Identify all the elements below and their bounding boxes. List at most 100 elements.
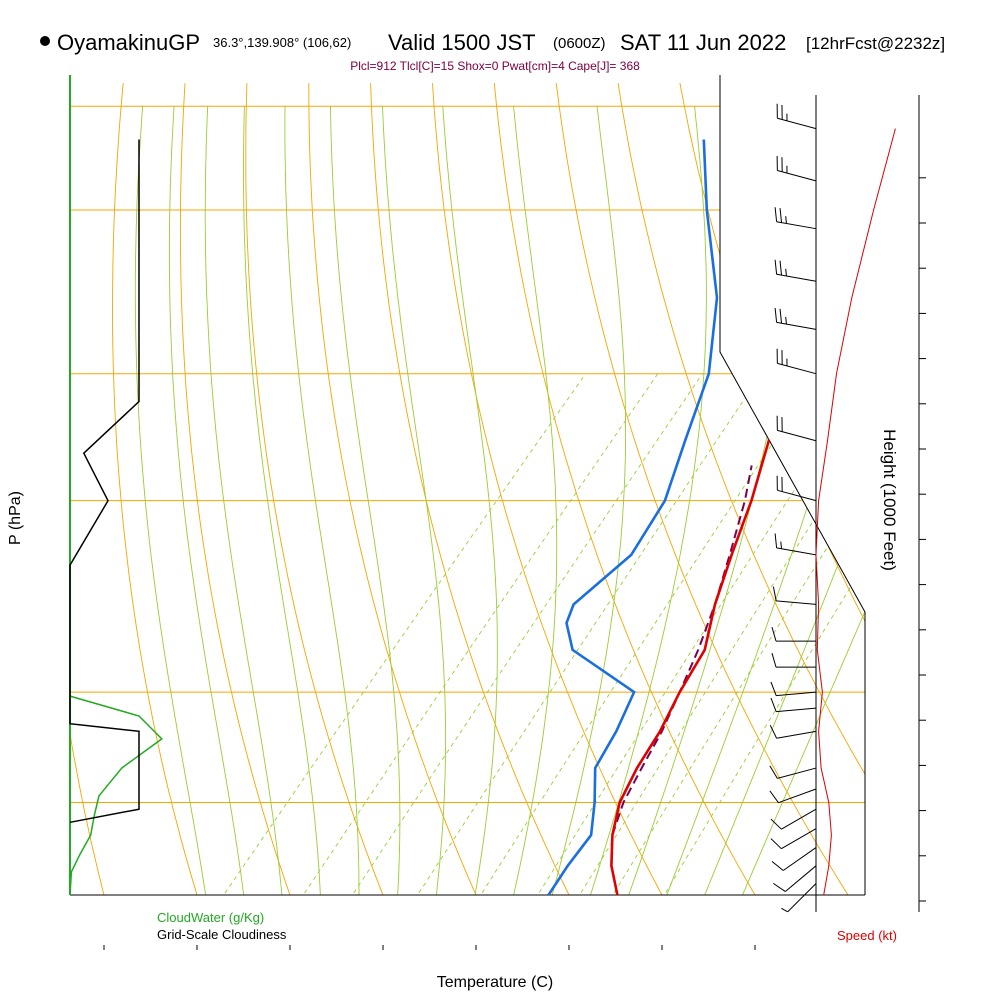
dry-adiabat-line: [42, 83, 111, 923]
moist-adiabat-line: [135, 106, 210, 923]
moist-adiabat-line: [507, 106, 556, 923]
wind-barb-staff: [777, 731, 816, 738]
wind-barb: [772, 848, 816, 871]
cloudiness-line: [70, 140, 139, 823]
wind-barb-half-feather: [786, 269, 787, 276]
wind-barb-half-feather: [781, 542, 782, 549]
moist-adiabat-line: [443, 106, 498, 923]
wind-barb: [770, 789, 816, 803]
wind-barb: [770, 725, 816, 738]
mixing-ratio-line: [474, 374, 819, 907]
wind-barb: [777, 416, 816, 441]
wind-barb-staff: [776, 601, 816, 604]
dewpoint-line: [549, 140, 718, 896]
wind-panel: [770, 95, 926, 912]
wind-barb-feather: [772, 627, 776, 641]
moist-adiabat-line: [285, 106, 359, 923]
station-coords: 36.3°,139.908° (106,62): [213, 35, 351, 50]
dry-adiabat-line: [113, 83, 206, 923]
surface-dewpoint-point: [559, 895, 567, 903]
dry-adiabat-line: [618, 83, 960, 923]
plot-outline: [70, 75, 865, 895]
wind-barb: [775, 533, 816, 554]
wind-barb-feather: [780, 261, 782, 275]
wind-barb: [771, 682, 816, 696]
dry-adiabat-line: [927, 83, 1000, 923]
mixing-ratio-line: [345, 374, 703, 907]
moist-adiabat-line: [693, 106, 998, 923]
chart-grid: [0, 83, 1000, 923]
forecast-date: SAT 11 Jun 2022: [620, 30, 786, 55]
wind-barb-half-feather: [786, 216, 787, 223]
wind-barb-half-feather: [786, 317, 787, 324]
outline-right-edge: [720, 75, 865, 895]
moist-adiabat-line: [383, 106, 446, 923]
axes: [104, 945, 755, 950]
wind-barb-feather: [773, 883, 785, 891]
station-name: OyamakinuGP: [57, 30, 200, 55]
x-axis-title: Temperature (C): [437, 974, 553, 991]
wind-barb: [777, 476, 816, 501]
moist-adiabat-line: [582, 106, 707, 923]
dry-adiabat-line: [494, 83, 771, 923]
dry-adiabat-line: [680, 83, 1000, 923]
dry-adiabat-line: [556, 83, 866, 923]
wind-barb-feather: [780, 208, 782, 222]
moist-adiabat-line: [331, 106, 400, 923]
height-axis-title: Height (1000 Feet): [880, 429, 899, 571]
wind-barb-staff: [777, 118, 816, 128]
moist-adiabat-line: [244, 106, 322, 923]
wind-barb-feather: [775, 533, 777, 547]
mixing-ratio-line: [296, 374, 658, 907]
wind-barb: [775, 207, 816, 228]
cloud-panel: [70, 140, 162, 896]
wind-barb-feather: [775, 260, 777, 274]
dry-adiabat-line: [371, 83, 583, 923]
valid-time: Valid 1500 JST: [388, 30, 536, 55]
wind-barb-feather: [780, 309, 782, 323]
cloudiness-label: Grid-Scale Cloudiness: [157, 927, 287, 942]
surface-temperature-point: [613, 895, 621, 903]
wind-barb-feather: [771, 698, 776, 712]
wind-barb-staff: [777, 548, 816, 555]
wind-barb: [775, 308, 816, 329]
wind-barb: [777, 156, 816, 181]
wind-barb-staff: [776, 708, 816, 711]
moist-adiabat-line: [545, 106, 626, 923]
dry-adiabat-line: [989, 83, 1000, 923]
wind-barb-feather: [771, 839, 781, 849]
forecast-run: [12hrFcst@2232z]: [806, 34, 945, 53]
moist-adiabat-line: [169, 106, 247, 923]
y-axis-title: P (hPa): [7, 491, 24, 545]
wind-barb-feather: [775, 308, 777, 322]
wind-barb-staff: [781, 829, 816, 849]
wind-barb-feather: [770, 791, 779, 803]
wind-barb: [777, 104, 816, 129]
speed-axis-title: Speed (kt): [837, 928, 897, 943]
wind-barb: [781, 884, 816, 912]
dry-adiabat-line: [804, 83, 1000, 923]
moist-adiabat-line: [205, 106, 284, 923]
temperature-line: [611, 140, 792, 896]
wind-barb: [772, 653, 816, 667]
wind-barb-feather: [772, 653, 776, 667]
mixing-ratio-line: [573, 374, 907, 907]
sounding-indices: Plcl=912 Tlcl[C]=15 Shox=0 Pwat[cm]=4 Ca…: [350, 59, 640, 73]
wind-barb-staff: [777, 430, 816, 440]
dry-adiabat-line: [309, 83, 489, 923]
wind-barb-feather: [772, 861, 783, 870]
wind-barb-staff: [788, 884, 816, 912]
wind-barb: [773, 866, 816, 892]
wind-barb: [772, 627, 816, 641]
wind-barb-feather: [771, 682, 776, 696]
wind-barb-feather: [775, 207, 777, 221]
wind-barb-feather: [771, 819, 781, 829]
mixing-ratio-line: [531, 374, 870, 907]
utc-time: (0600Z): [553, 35, 606, 52]
wind-barb-staff: [776, 692, 816, 695]
wind-barb-staff: [778, 789, 816, 803]
wind-barb-staff: [777, 490, 816, 500]
wind-barb-staff: [777, 222, 816, 229]
wind-barb-staff: [777, 274, 816, 281]
